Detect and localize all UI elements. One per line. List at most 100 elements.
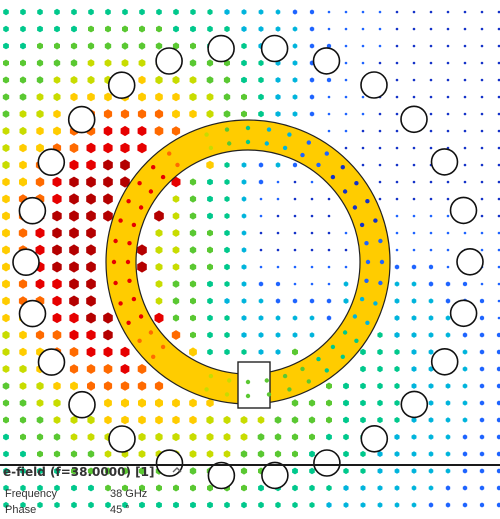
- field-arrow: [120, 346, 130, 358]
- field-arrow: [310, 282, 314, 286]
- field-arrow: [463, 95, 467, 99]
- via-hole: [456, 247, 484, 276]
- field-arrow: [70, 42, 78, 50]
- field-arrow: [189, 415, 197, 425]
- field-arrow: [343, 298, 349, 304]
- field-arrow: [52, 312, 62, 324]
- field-arrow: [462, 468, 468, 474]
- field-arrow: [241, 230, 247, 236]
- field-arrow: [463, 231, 467, 235]
- field-arrow: [309, 467, 315, 475]
- field-arrow: [479, 451, 485, 457]
- ring-arrow: [113, 238, 118, 244]
- field-arrow: [480, 10, 484, 14]
- field-arrow: [86, 329, 96, 341]
- feed-gap: [237, 361, 271, 409]
- field-arrow: [343, 399, 349, 407]
- field-arrow: [172, 42, 180, 50]
- field-arrow: [172, 75, 180, 85]
- field-arrow: [429, 61, 433, 65]
- field-arrow: [86, 312, 96, 324]
- field-arrow: [377, 502, 383, 508]
- field-arrow: [394, 417, 400, 423]
- field-arrow: [496, 400, 500, 406]
- field-arrow: [327, 27, 331, 31]
- field-arrow: [463, 78, 467, 82]
- field-arrow: [86, 295, 96, 307]
- field-arrow: [480, 163, 484, 167]
- field-arrow: [326, 433, 332, 441]
- ring-arrow: [378, 280, 383, 286]
- field-arrow: [206, 160, 214, 170]
- field-arrow: [309, 94, 315, 100]
- field-arrow: [19, 330, 27, 340]
- field-arrow: [20, 25, 26, 33]
- field-arrow: [480, 78, 484, 82]
- field-arrow: [207, 501, 213, 509]
- field-arrow: [137, 364, 147, 374]
- field-arrow: [154, 381, 164, 391]
- field-arrow: [86, 346, 96, 358]
- field-arrow: [326, 77, 332, 83]
- field-arrow: [480, 146, 484, 150]
- field-arrow: [241, 179, 247, 185]
- field-arrow: [394, 264, 400, 270]
- field-arrow: [190, 501, 196, 509]
- field-arrow: [462, 281, 468, 287]
- ring-arrow: [151, 354, 156, 359]
- ring-arrow: [324, 368, 329, 373]
- ring-field-arrows: [111, 125, 385, 399]
- via-hole: [430, 148, 459, 176]
- field-arrow: [411, 434, 417, 440]
- field-arrow: [496, 417, 500, 423]
- field-arrow: [189, 195, 197, 203]
- field-arrow: [360, 502, 366, 508]
- field-arrow: [241, 213, 247, 219]
- field-arrow: [344, 78, 348, 82]
- field-arrow: [104, 59, 112, 67]
- field-arrow: [224, 298, 230, 304]
- field-arrow: [207, 297, 213, 305]
- ring-arrow: [224, 392, 230, 397]
- field-arrow: [71, 8, 77, 16]
- chevron-up-icon[interactable]: [170, 463, 184, 477]
- ring-arrow: [287, 387, 292, 392]
- field-arrow: [429, 95, 433, 99]
- field-arrow: [154, 109, 164, 119]
- field-arrow: [138, 42, 146, 50]
- field-arrow: [19, 126, 27, 136]
- field-arrow: [224, 213, 230, 219]
- field-arrow: [2, 245, 10, 255]
- field-arrow: [35, 278, 45, 290]
- field-arrow: [19, 382, 27, 390]
- field-arrow: [394, 281, 400, 287]
- field-arrow: [207, 348, 213, 356]
- field-arrow: [463, 163, 467, 167]
- field-arrow: [241, 349, 247, 355]
- field-arrow: [2, 399, 10, 407]
- field-arrow: [326, 298, 332, 304]
- field-arrow: [275, 9, 281, 15]
- ring-arrow: [266, 127, 272, 132]
- field-arrow: [122, 501, 128, 509]
- field-arrow: [156, 25, 162, 33]
- field-arrow: [69, 193, 79, 205]
- field-arrow: [52, 210, 62, 222]
- field-arrow: [275, 315, 281, 321]
- field-arrow: [463, 180, 467, 184]
- via-hole: [260, 34, 289, 63]
- field-arrow: [411, 468, 417, 474]
- field-arrow: [155, 297, 163, 305]
- field-arrow: [497, 282, 500, 286]
- field-arrow: [497, 248, 500, 252]
- field-arrow: [428, 383, 434, 389]
- field-arrow: [3, 416, 9, 424]
- field-arrow: [105, 501, 111, 509]
- field-arrow: [377, 365, 383, 373]
- field-arrow: [224, 25, 230, 33]
- field-arrow: [344, 95, 348, 99]
- field-arrow: [310, 197, 314, 201]
- field-arrow: [395, 61, 399, 65]
- field-arrow: [86, 159, 96, 171]
